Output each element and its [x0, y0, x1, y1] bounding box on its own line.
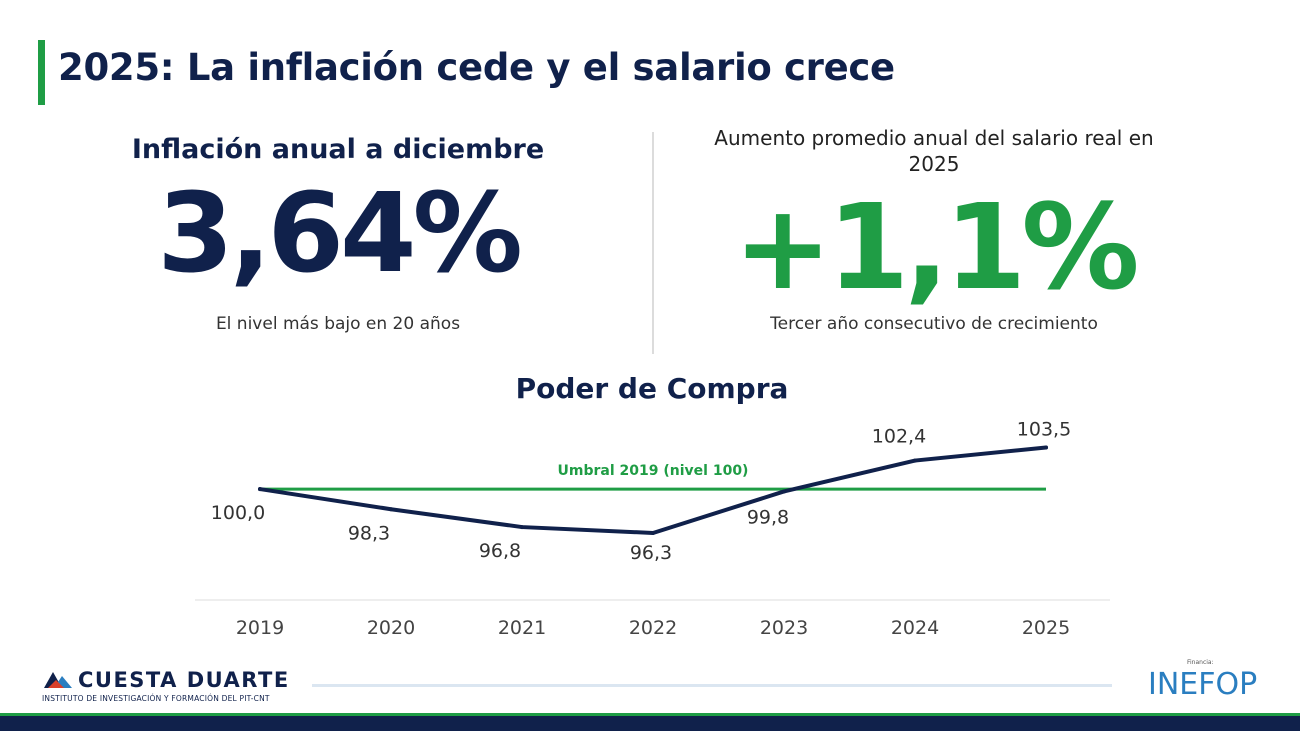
- data-point: [258, 487, 262, 492]
- data-label: 100,0: [211, 502, 265, 524]
- inefop-logo: INEFOP: [1148, 667, 1258, 702]
- vertical-divider: [652, 132, 654, 354]
- data-point: [651, 531, 655, 535]
- cuesta-duarte-logo: CUESTA DUARTE INSTITUTO DE INVESTIGACIÓN…: [42, 668, 312, 708]
- x-tick-label: 2020: [367, 617, 415, 639]
- data-label: 103,5: [1017, 419, 1071, 441]
- salary-value: +1,1%: [733, 178, 1139, 316]
- chart-title: Poder de Compra: [515, 372, 789, 405]
- mountain-logo-icon: [44, 672, 72, 688]
- footer-navy-band: [0, 716, 1300, 731]
- inflation-note: El nivel más bajo en 20 años: [215, 314, 461, 334]
- data-point: [1044, 445, 1048, 450]
- logo-right-label: Financia:: [1187, 659, 1214, 666]
- x-tick-label: 2023: [760, 617, 808, 639]
- footer-green-stripe: [0, 713, 1300, 716]
- data-label: 96,3: [630, 542, 672, 564]
- x-tick-label: 2021: [498, 617, 546, 639]
- data-point: [782, 489, 786, 494]
- footer-divider: [312, 684, 1112, 687]
- data-point: [913, 458, 917, 463]
- salary-title: Aumento promedio anual del salario real …: [714, 126, 1154, 176]
- x-tick-label: 2024: [891, 617, 939, 639]
- inflation-value: 3,64%: [157, 169, 523, 297]
- data-label: 102,4: [872, 426, 926, 448]
- logo-left-subtitle: INSTITUTO DE INVESTIGACIÓN Y FORMACIÓN D…: [42, 694, 270, 703]
- data-label: 96,8: [479, 540, 521, 562]
- x-tick-label: 2025: [1022, 617, 1070, 639]
- page-title: 2025: La inflación cede y el salario cre…: [58, 46, 895, 89]
- salary-note: Tercer año consecutivo de crecimiento: [770, 314, 1098, 334]
- data-point: [389, 507, 393, 512]
- inflation-title: Inflación anual a diciembre: [131, 134, 545, 165]
- title-accent-bar: [38, 40, 45, 105]
- data-label: 98,3: [348, 522, 390, 544]
- x-tick-label: 2022: [629, 617, 677, 639]
- data-point: [520, 525, 524, 530]
- data-label: 99,8: [747, 506, 789, 528]
- threshold-label: Umbral 2019 (nivel 100): [558, 463, 749, 479]
- logo-left-name: CUESTA DUARTE: [78, 668, 290, 692]
- x-tick-label: 2019: [236, 617, 284, 639]
